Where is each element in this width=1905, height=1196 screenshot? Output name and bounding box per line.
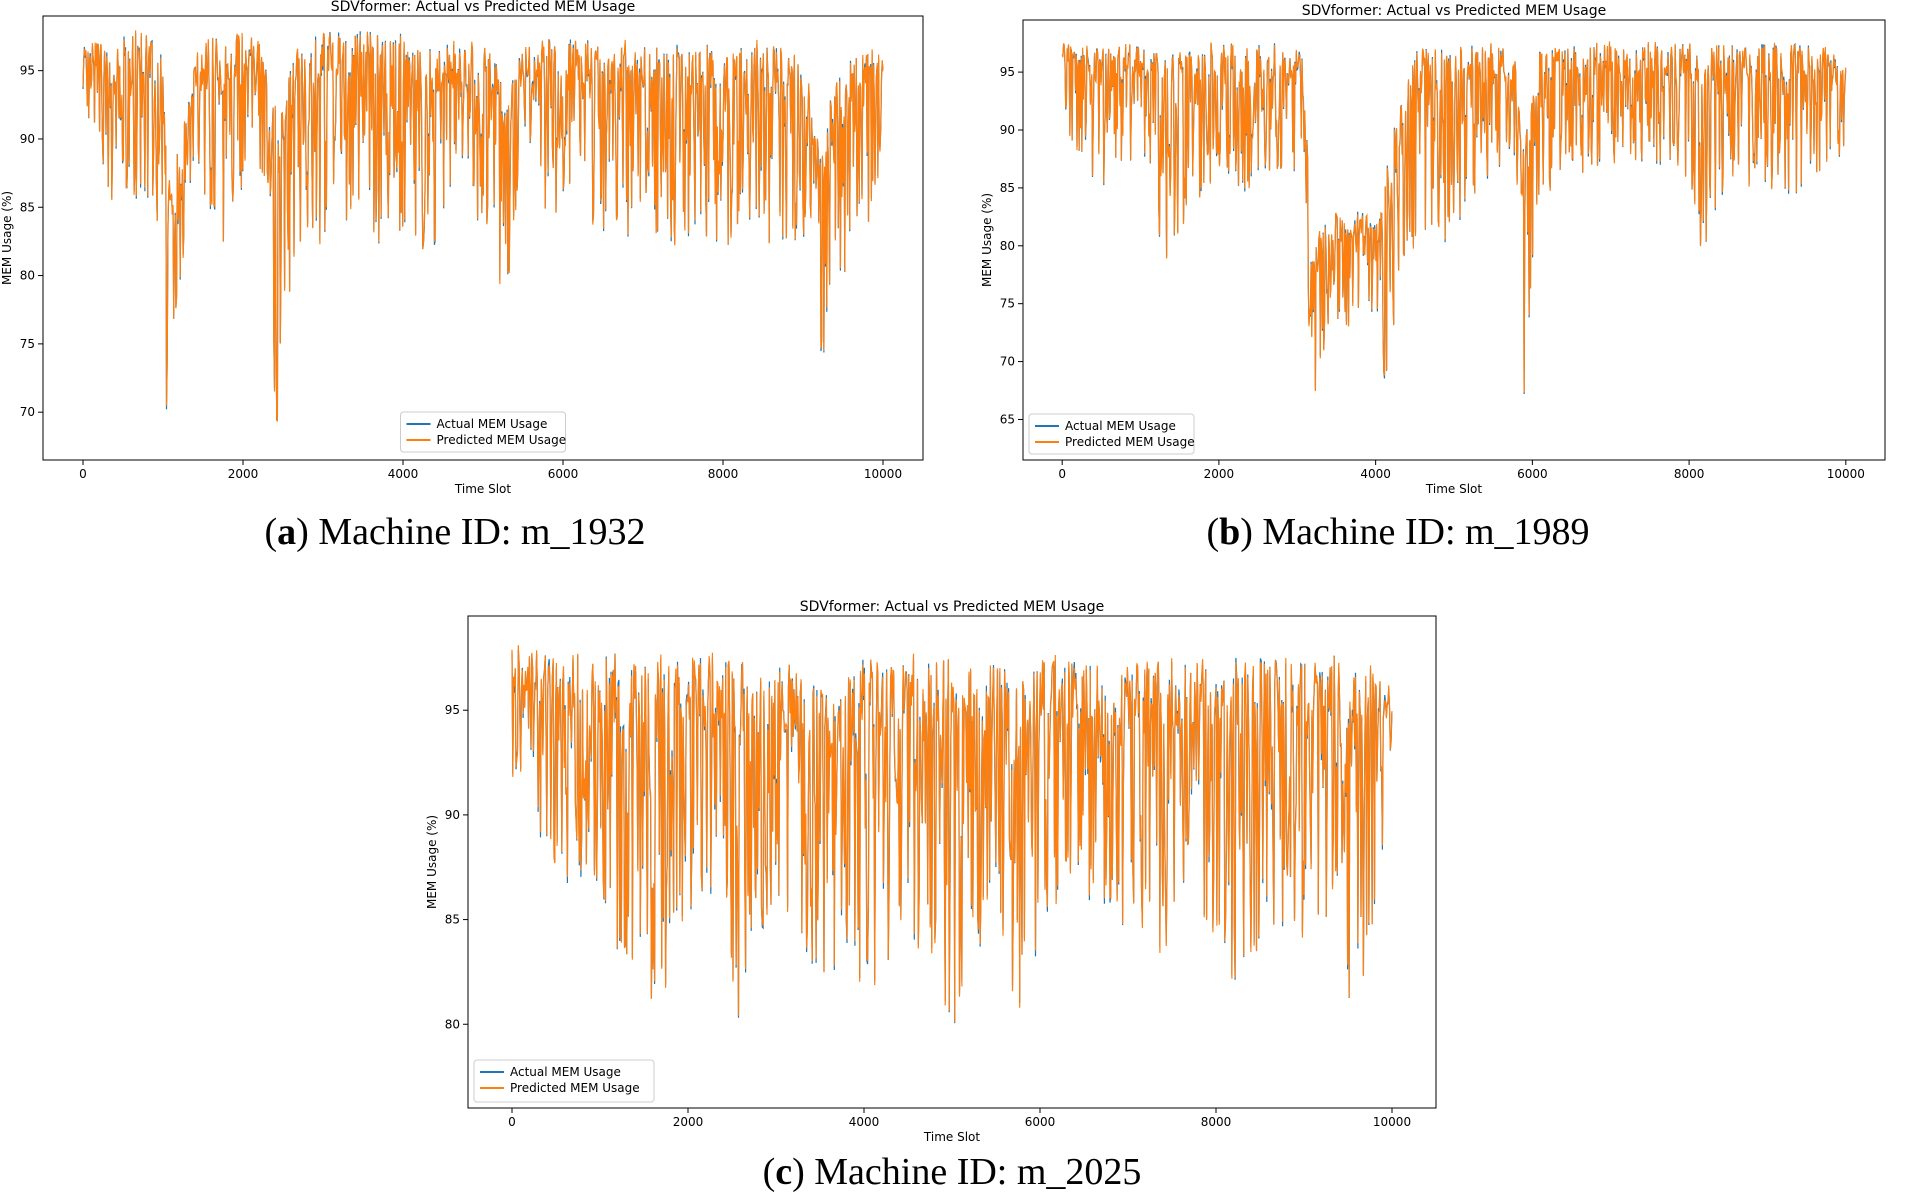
chart-c-svg: SDVformer: Actual vs Predicted MEM Usage… xyxy=(425,599,1437,1144)
caption-c-text: ) Machine ID: m_2025 xyxy=(792,1151,1142,1193)
caption-c-letter: c xyxy=(775,1151,793,1193)
legend-box-b xyxy=(1028,413,1195,455)
legend-label-c-0: Actual MEM Usage xyxy=(510,1065,621,1079)
x-tick-label-c: 4000 xyxy=(849,1115,880,1129)
caption-a-letter: a xyxy=(277,511,297,553)
caption-c-open: ( xyxy=(762,1151,776,1193)
caption-b-letter: b xyxy=(1219,511,1241,553)
legend-box-a xyxy=(400,411,566,453)
y-axis-label-c: MEM Usage (%) xyxy=(425,815,439,909)
plot-frame-a xyxy=(42,15,924,461)
x-tick-label-a: 2000 xyxy=(228,467,259,481)
plot-frame-b xyxy=(1022,19,1886,461)
chart-b-svg: SDVformer: Actual vs Predicted MEM Usage… xyxy=(980,3,1886,496)
chart-title-b: SDVformer: Actual vs Predicted MEM Usage xyxy=(1302,3,1607,19)
caption-a-open: ( xyxy=(264,511,278,553)
x-tick-label-b: 8000 xyxy=(1674,467,1705,481)
chart-title-a: SDVformer: Actual vs Predicted MEM Usage xyxy=(331,0,636,15)
y-tick-label-c: 80 xyxy=(445,1017,460,1031)
caption-a: (a) Machine ID: m_1932 xyxy=(265,510,646,554)
caption-a-text: ) Machine ID: m_1932 xyxy=(296,511,646,553)
x-tick-label-c: 10000 xyxy=(1373,1115,1411,1129)
legend-a: Actual MEM Usage Predicted MEM Usage xyxy=(400,411,567,453)
legend-label-b-1: Predicted MEM Usage xyxy=(1065,435,1195,449)
y-tick-label-b: 70 xyxy=(1000,355,1015,369)
legend-label-b-0: Actual MEM Usage xyxy=(1065,419,1176,433)
caption-c: (c) Machine ID: m_2025 xyxy=(763,1150,1142,1194)
series-predicted-line-c xyxy=(511,645,1393,1023)
caption-b: (b) Machine ID: m_1989 xyxy=(1206,510,1589,554)
x-tick-label-b: 4000 xyxy=(1360,467,1391,481)
x-axis-label-b: Time Slot xyxy=(1425,482,1482,496)
y-tick-label-b: 65 xyxy=(1000,412,1015,426)
chart-a-svg: SDVformer: Actual vs Predicted MEM Usage… xyxy=(0,0,924,496)
x-tick-label-c: 2000 xyxy=(673,1115,704,1129)
y-tick-label-a: 90 xyxy=(20,132,35,146)
y-tick-label-c: 90 xyxy=(445,808,460,822)
legend-label-a-0: Actual MEM Usage xyxy=(437,417,548,431)
legend-box-c xyxy=(473,1059,655,1103)
x-tick-label-a: 10000 xyxy=(864,467,902,481)
x-tick-label-a: 4000 xyxy=(388,467,419,481)
x-tick-label-b: 0 xyxy=(1058,467,1066,481)
y-axis-label-a: MEM Usage (%) xyxy=(0,191,14,285)
x-tick-label-c: 8000 xyxy=(1201,1115,1232,1129)
caption-b-open: ( xyxy=(1206,511,1220,553)
legend-b: Actual MEM Usage Predicted MEM Usage xyxy=(1028,413,1195,455)
y-tick-label-b: 95 xyxy=(1000,65,1015,79)
legend-label-a-1: Predicted MEM Usage xyxy=(437,433,567,447)
plot-frame-c xyxy=(467,615,1437,1109)
y-tick-label-b: 80 xyxy=(1000,239,1015,253)
y-tick-label-a: 80 xyxy=(20,269,35,283)
y-tick-label-b: 75 xyxy=(1000,297,1015,311)
x-tick-label-a: 8000 xyxy=(708,467,739,481)
y-tick-label-b: 85 xyxy=(1000,181,1015,195)
x-tick-label-b: 2000 xyxy=(1204,467,1235,481)
y-tick-label-b: 90 xyxy=(1000,123,1015,137)
legend-c: Actual MEM Usage Predicted MEM Usage xyxy=(473,1059,655,1103)
x-tick-label-c: 6000 xyxy=(1025,1115,1056,1129)
x-tick-label-b: 6000 xyxy=(1517,467,1548,481)
caption-b-text: ) Machine ID: m_1989 xyxy=(1240,511,1590,553)
chart-panel-c: SDVformer: Actual vs Predicted MEM Usage… xyxy=(405,590,1445,1145)
legend-label-c-1: Predicted MEM Usage xyxy=(510,1081,640,1095)
y-axis-label-b: MEM Usage (%) xyxy=(980,193,994,287)
x-axis-label-c: Time Slot xyxy=(923,1130,980,1144)
x-tick-label-a: 0 xyxy=(79,467,87,481)
chart-title-c: SDVformer: Actual vs Predicted MEM Usage xyxy=(800,599,1105,615)
x-axis-label-a: Time Slot xyxy=(454,482,511,496)
x-tick-label-c: 0 xyxy=(508,1115,516,1129)
series-predicted-line-a xyxy=(82,30,884,422)
y-tick-label-c: 95 xyxy=(445,703,460,717)
y-tick-label-a: 75 xyxy=(20,337,35,351)
series-actual-line-a xyxy=(82,31,884,421)
y-tick-label-a: 95 xyxy=(20,64,35,78)
x-tick-label-a: 6000 xyxy=(548,467,579,481)
x-tick-label-b: 10000 xyxy=(1827,467,1865,481)
y-tick-label-a: 70 xyxy=(20,405,35,419)
chart-panel-b: SDVformer: Actual vs Predicted MEM Usage… xyxy=(975,0,1905,500)
y-tick-label-a: 85 xyxy=(20,200,35,214)
series-predicted-line-b xyxy=(1061,41,1847,393)
y-tick-label-c: 85 xyxy=(445,913,460,927)
chart-panel-a: SDVformer: Actual vs Predicted MEM Usage… xyxy=(0,0,940,496)
